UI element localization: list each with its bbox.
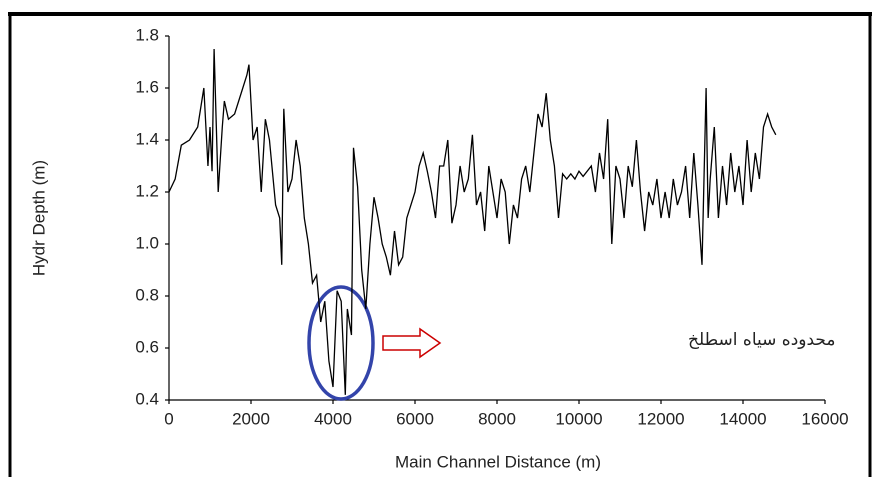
- y-axis-label: Hydr Depth (m): [29, 160, 48, 276]
- y-tick-label: 0.8: [135, 285, 159, 304]
- x-tick-label: 6000: [396, 409, 434, 428]
- x-axis-label: Main Channel Distance (m): [395, 452, 601, 471]
- x-tick-label: 16000: [801, 409, 848, 428]
- y-tick-label: 0.4: [135, 389, 159, 408]
- y-tick-label: 1.8: [135, 25, 159, 44]
- x-tick-label: 14000: [719, 409, 766, 428]
- y-tick-label: 0.6: [135, 337, 159, 356]
- y-tick-label: 1.0: [135, 233, 159, 252]
- data-line: [168, 48, 777, 395]
- arrow: [382, 327, 442, 359]
- x-tick-label: 8000: [478, 409, 516, 428]
- annotation: محدوده سیاه اسطلخ: [688, 330, 835, 350]
- x-tick-label: 4000: [314, 409, 352, 428]
- y-tick-label: 1.2: [135, 181, 159, 200]
- x-tick-label: 10000: [555, 409, 602, 428]
- highlight-ellipse: [307, 285, 375, 401]
- y-tick-label: 1.4: [135, 129, 159, 148]
- x-tick-label: 2000: [232, 409, 270, 428]
- x-tick-label: 0: [164, 409, 173, 428]
- x-tick-label: 12000: [637, 409, 684, 428]
- y-tick-label: 1.6: [135, 77, 159, 96]
